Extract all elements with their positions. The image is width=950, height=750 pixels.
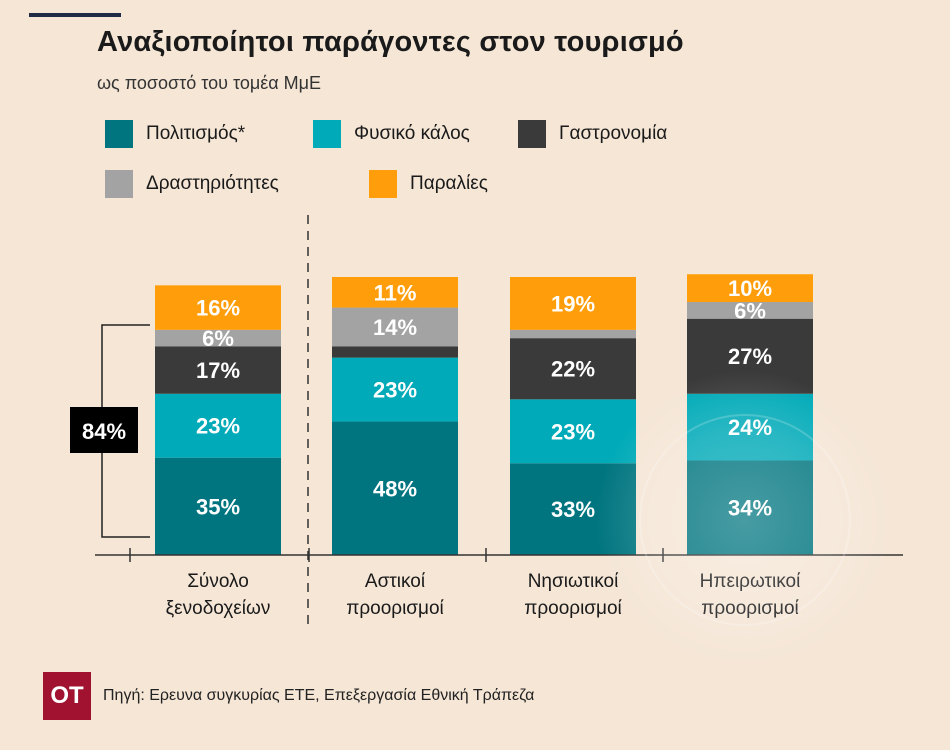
legend-swatch-beaches	[369, 170, 397, 198]
bar-total-hotels-beaches	[155, 285, 281, 330]
value-label-total-hotels-natural-beauty: 23%	[196, 414, 240, 439]
bar-total-hotels-activities	[155, 329, 281, 347]
value-label-mainland-destinations-gastronomy: 27%	[728, 344, 772, 369]
bar-total-hotels-culture	[155, 457, 281, 555]
bar-urban-destinations-gastronomy	[332, 346, 458, 358]
value-label-total-hotels-culture: 35%	[196, 494, 240, 519]
legend-label-gastronomy: Γαστρονομία	[559, 123, 668, 144]
bar-urban-destinations-natural-beauty	[332, 357, 458, 422]
value-label-urban-destinations-activities: 14%	[373, 315, 417, 340]
value-label-total-hotels-gastronomy: 17%	[196, 358, 240, 383]
total-bracket-badge	[70, 407, 138, 453]
bar-total-hotels-natural-beauty	[155, 393, 281, 458]
publisher-logo: ΟΤ	[43, 672, 91, 720]
legend-label-beaches: Παραλίες	[410, 173, 488, 194]
bar-island-destinations-gastronomy	[510, 338, 636, 400]
legend-swatch-activities	[105, 170, 133, 198]
value-label-island-destinations-culture: 33%	[551, 497, 595, 522]
value-label-island-destinations-gastronomy: 22%	[551, 357, 595, 382]
source-note: Πηγή: Ερευνα συγκυρίας ΕΤΕ, Επεξεργασία …	[103, 687, 535, 704]
bar-island-destinations-activities	[510, 329, 636, 339]
value-label-urban-destinations-beaches: 11%	[374, 280, 417, 305]
bar-urban-destinations-beaches	[332, 277, 458, 308]
decorative-ring	[639, 414, 851, 626]
bar-total-hotels-gastronomy	[155, 346, 281, 394]
total-bracket-label: 84%	[82, 419, 126, 444]
value-label-island-destinations-natural-beauty: 23%	[551, 419, 595, 444]
value-label-total-hotels-activities: 6%	[202, 326, 234, 351]
value-label-mainland-destinations-beaches: 10%	[728, 276, 772, 301]
value-label-mainland-destinations-activities: 6%	[734, 298, 766, 323]
top-accent-bar	[29, 13, 121, 17]
bar-urban-destinations-activities	[332, 307, 458, 347]
legend-swatch-natural-beauty	[313, 120, 341, 148]
bar-urban-destinations-culture	[332, 421, 458, 555]
legend-swatch-gastronomy	[518, 120, 546, 148]
decorative-glow	[595, 370, 895, 670]
category-label-urban-destinations-line2: προορισμοί	[346, 598, 444, 619]
chart-title: Αναξιοποίητοι παράγοντες στον τουρισμό	[97, 26, 684, 58]
chart-subtitle: ως ποσοστό του τομέα ΜμΕ	[97, 73, 322, 93]
legend-label-culture: Πολιτισμός*	[146, 123, 246, 144]
category-label-total-hotels-line1: Σύνολο	[187, 571, 249, 592]
legend-label-activities: Δραστηριότητες	[146, 173, 279, 194]
value-label-total-hotels-beaches: 16%	[196, 296, 240, 321]
category-label-urban-destinations-line1: Αστικοί	[365, 571, 426, 592]
value-label-urban-destinations-natural-beauty: 23%	[373, 378, 417, 403]
bar-mainland-destinations-beaches	[687, 274, 813, 303]
value-label-urban-destinations-culture: 48%	[373, 476, 417, 501]
category-label-island-destinations-line2: προορισμοί	[524, 598, 622, 619]
category-label-total-hotels-line2: ξενοδοχείων	[166, 598, 271, 619]
axis-decor-group: 84%	[70, 215, 903, 670]
bar-mainland-destinations-activities	[687, 302, 813, 319]
value-label-island-destinations-beaches: 19%	[551, 291, 595, 316]
category-label-island-destinations-line1: Νησιωτικοί	[528, 571, 619, 592]
legend-label-natural-beauty: Φυσικό κάλος	[354, 123, 470, 144]
bar-island-destinations-beaches	[510, 277, 636, 330]
legend-swatch-culture	[105, 120, 133, 148]
